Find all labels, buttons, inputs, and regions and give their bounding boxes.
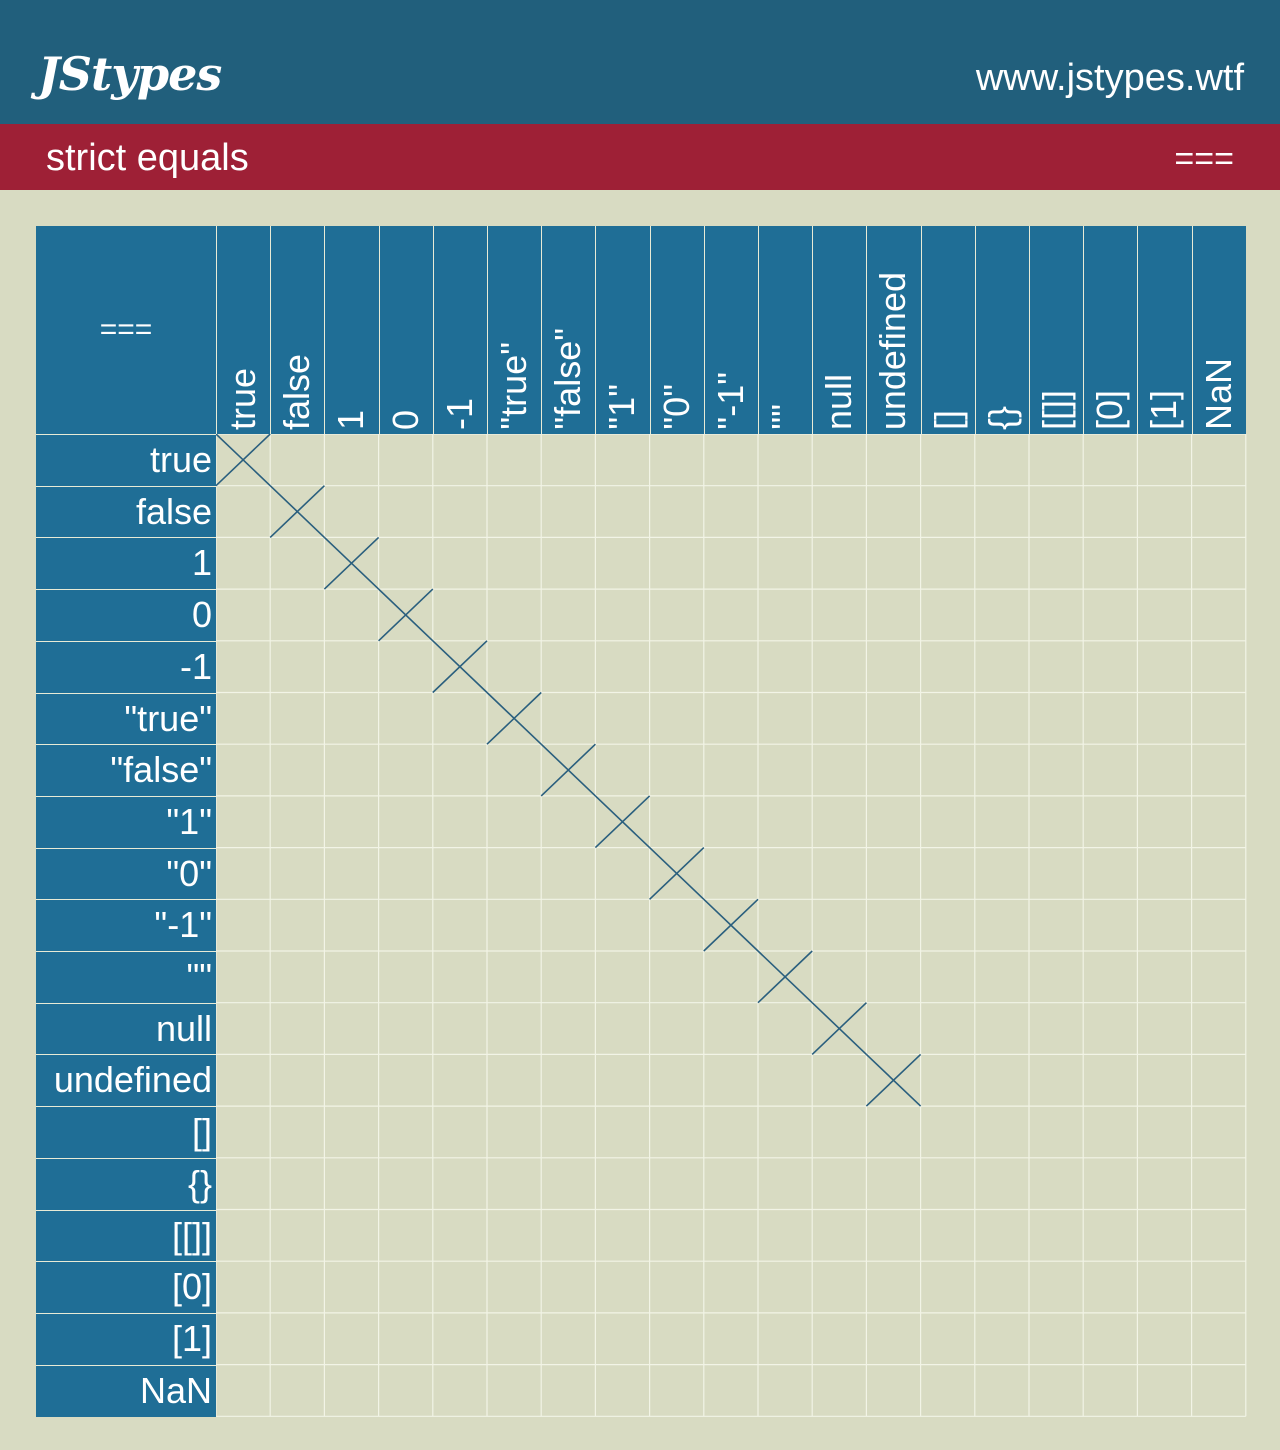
equal-mark [811, 1002, 867, 1055]
section-operator: === [1174, 140, 1234, 178]
column-header-label: [0] [1089, 389, 1131, 430]
column-header-label: "false" [547, 328, 589, 430]
column-header: "" [758, 226, 813, 434]
row-header: undefined [36, 1054, 216, 1107]
column-header: null [812, 226, 867, 434]
row-header: 1 [36, 537, 216, 590]
equal-mark [594, 795, 651, 849]
column-header-label: 1 [330, 409, 372, 430]
column-header-label: "" [764, 404, 805, 430]
equal-mark [216, 434, 271, 487]
row-header: -1 [36, 640, 216, 693]
column-header-label: [[]] [1035, 389, 1076, 430]
column-header: "false" [541, 226, 596, 434]
equal-mark [649, 847, 705, 900]
column-header: "-1" [703, 226, 759, 434]
equal-mark [540, 743, 596, 797]
column-header: 0 [378, 226, 434, 434]
matrix-grid [216, 434, 1247, 1417]
row-header: false [36, 485, 216, 538]
column-header: "1" [595, 226, 651, 434]
column-header: NaN [1191, 226, 1247, 434]
row-header: "-1" [36, 899, 216, 952]
row-header: [0] [36, 1261, 216, 1314]
column-header: false [270, 226, 325, 434]
column-header-label: NaN [1197, 357, 1239, 430]
site-url[interactable]: www.jstypes.wtf [975, 57, 1244, 99]
column-header: [1] [1137, 226, 1193, 434]
column-header-label: undefined [872, 271, 914, 430]
column-header: "true" [487, 226, 542, 434]
equal-mark [378, 588, 434, 642]
column-header: true [216, 226, 271, 434]
row-header: {} [36, 1157, 216, 1210]
equal-mark [757, 950, 813, 1004]
row-header: NaN [36, 1364, 216, 1417]
column-header: 1 [324, 226, 380, 434]
column-header: undefined [866, 226, 922, 434]
equal-mark [865, 1053, 922, 1107]
row-header: "" [36, 951, 216, 1004]
column-header: "0" [649, 226, 705, 434]
column-header-label: false [276, 353, 318, 430]
matrix-corner-operator: === [36, 226, 216, 434]
comparison-matrix: === true true false false 1 1 0 0 -1 -1 "true" "tru… [36, 226, 1247, 1417]
row-header: true [36, 434, 216, 487]
column-header-label: "0" [655, 384, 697, 430]
equal-mark [323, 536, 380, 590]
column-header-label: null [818, 373, 860, 430]
column-header: [[]] [1029, 226, 1084, 434]
section-title: strict equals [46, 137, 249, 179]
equal-mark [486, 691, 542, 745]
column-header: {} [974, 226, 1030, 434]
row-header: "0" [36, 847, 216, 900]
row-header: null [36, 1002, 216, 1055]
column-header-label: -1 [438, 397, 480, 430]
row-header: [] [36, 1106, 216, 1159]
column-header-label: [1] [1143, 389, 1185, 430]
column-header: [] [920, 226, 976, 434]
equal-mark [269, 485, 325, 538]
jstypes-logo[interactable]: JStypes [38, 47, 222, 101]
column-header: [0] [1083, 226, 1138, 434]
column-header-label: 0 [384, 409, 426, 430]
column-header-label: "true" [493, 342, 534, 430]
app-header: JStypes www.jstypes.wtf [0, 0, 1280, 124]
column-header: -1 [432, 226, 488, 434]
equal-mark [703, 898, 759, 952]
row-header: 0 [36, 589, 216, 642]
row-header: "true" [36, 692, 216, 745]
row-header: "1" [36, 795, 216, 849]
column-header-label: "-1" [709, 372, 751, 430]
equal-mark [432, 640, 488, 694]
column-header-label: "1" [601, 384, 643, 430]
row-header: [1] [36, 1312, 216, 1366]
section-bar: strict equals === [0, 124, 1280, 190]
column-header-label: [] [926, 409, 968, 430]
column-header-label: {} [980, 405, 1022, 430]
column-header-label: true [222, 367, 263, 430]
row-header: "false" [36, 744, 216, 797]
row-header: [[]] [36, 1209, 216, 1262]
